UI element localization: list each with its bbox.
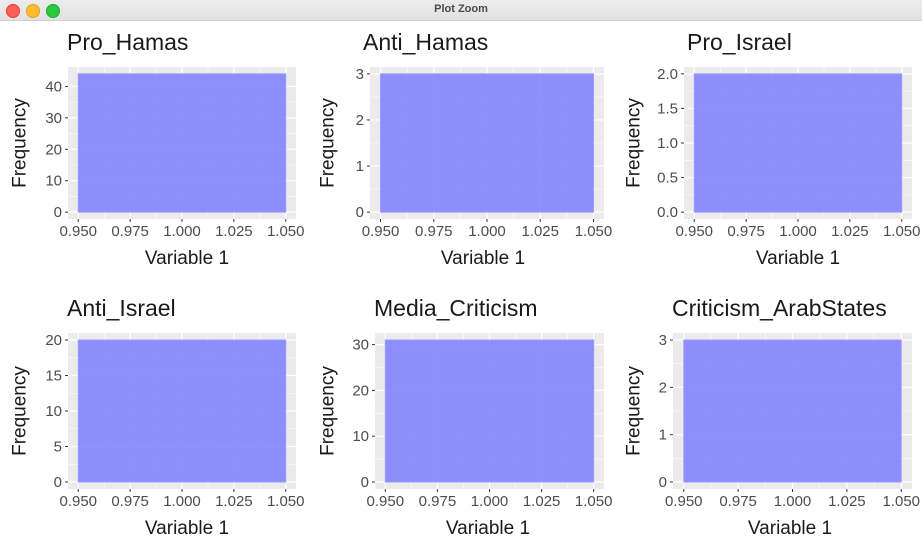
y-tick-label: 0	[54, 474, 62, 491]
x-tick-label: 1.000	[774, 493, 812, 510]
zoom-window-button[interactable]	[46, 4, 60, 18]
y-tick-label: 20	[45, 141, 62, 158]
facet-panel-3: 0.950 0.975 1.000 1.025 1.050 0.0 0.5 1.0 1.5 2.0…	[624, 29, 921, 269]
y-tick-label: 2	[356, 112, 364, 129]
x-tick-label: 0.975	[111, 223, 149, 240]
y-tick-label: 2	[659, 379, 667, 396]
x-tick-label: 0.950	[362, 223, 400, 240]
y-tick-label: 20	[45, 332, 62, 349]
panel-title: Criticism_ArabStates	[672, 295, 887, 321]
panel-title: Pro_Hamas	[67, 29, 188, 55]
x-tick-label: 0.950	[675, 223, 713, 240]
histogram-bar	[77, 339, 287, 483]
y-tick-label: 10	[45, 173, 62, 190]
x-tick-label: 0.975	[415, 223, 453, 240]
histogram-bar	[693, 73, 903, 213]
x-tick-label: 0.950	[367, 493, 405, 510]
x-axis-label: Variable 1	[446, 518, 530, 539]
panel-title: Anti_Hamas	[363, 29, 488, 55]
facet-panel-5: 0.950 0.975 1.000 1.025 1.050 0 10 20 30 Media_Cr…	[318, 295, 613, 539]
y-tick-label: 10	[352, 428, 369, 445]
y-tick-label: 1.5	[657, 100, 678, 117]
y-tick-label: 2.0	[657, 66, 678, 83]
y-tick-label: 30	[45, 110, 62, 127]
facet-panel-1: 0.950 0.975 1.000 1.025 1.050 0 10 20 30 40 Pro_Ha…	[10, 29, 305, 269]
minimize-window-button[interactable]	[26, 4, 40, 18]
facet-panel-2: 0.950 0.975 1.000 1.025 1.050 0 1 2 3 Anti_Hamas V…	[318, 29, 613, 269]
y-tick-label: 3	[659, 332, 667, 349]
x-axis-label: Variable 1	[748, 518, 832, 539]
y-axis-label: Frequency	[318, 98, 339, 188]
y-tick-label: 5	[54, 438, 62, 455]
x-tick-label: 0.975	[111, 493, 149, 510]
facet-panel-4: 0.950 0.975 1.000 1.025 1.050 0 5 10 15 20 Anti_Is…	[10, 295, 305, 539]
y-tick-label: 40	[45, 78, 62, 95]
x-tick-label: 0.975	[727, 223, 765, 240]
y-tick-label: 0.5	[657, 170, 678, 187]
y-axis-label: Frequency	[318, 366, 339, 456]
close-window-button[interactable]	[6, 4, 20, 18]
histogram-bar	[683, 339, 902, 483]
y-axis-label: Frequency	[624, 98, 645, 188]
y-tick-label: 0.0	[657, 204, 678, 221]
histogram-bar	[380, 73, 594, 213]
y-tick-label: 1	[356, 158, 364, 175]
x-axis-label: Variable 1	[145, 518, 229, 539]
x-tick-label: 0.975	[419, 493, 457, 510]
y-tick-label: 0	[356, 204, 364, 221]
y-tick-label: 1	[659, 427, 667, 444]
x-tick-label: 1.025	[521, 223, 559, 240]
panel-title: Anti_Israel	[67, 295, 176, 321]
x-tick-label: 0.950	[59, 493, 97, 510]
y-tick-label: 0	[54, 204, 62, 221]
y-tick-label: 0	[659, 474, 667, 491]
x-tick-label: 1.025	[831, 223, 869, 240]
x-tick-label: 1.050	[883, 223, 921, 240]
x-tick-label: 0.950	[665, 493, 703, 510]
x-tick-label: 1.000	[163, 493, 201, 510]
x-axis-label: Variable 1	[441, 248, 525, 269]
x-tick-label: 0.975	[719, 493, 757, 510]
window-title: Plot Zoom	[434, 3, 488, 15]
x-tick-label: 1.025	[215, 493, 253, 510]
y-axis-label: Frequency	[624, 366, 645, 456]
x-tick-label: 1.025	[828, 493, 866, 510]
y-tick-label: 3	[356, 66, 364, 83]
window-titlebar: Plot Zoom	[0, 0, 922, 21]
histogram-bar	[77, 73, 287, 213]
x-tick-label: 1.000	[471, 493, 509, 510]
plot-grid: 0.950 0.975 1.000 1.025 1.050010203040Pro_Ha…	[10, 29, 921, 539]
x-tick-label: 1.000	[163, 223, 201, 240]
panel-title: Media_Criticism	[374, 295, 538, 321]
y-tick-label: 30	[352, 337, 369, 354]
x-tick-label: 1.050	[882, 493, 920, 510]
x-axis-label: Variable 1	[756, 248, 840, 269]
x-tick-label: 0.950	[59, 223, 97, 240]
x-tick-label: 1.050	[267, 223, 305, 240]
y-tick-label: 10	[45, 403, 62, 420]
x-tick-label: 1.025	[523, 493, 561, 510]
y-axis-label: Frequency	[10, 366, 31, 456]
panel-title: Pro_Israel	[687, 29, 792, 55]
x-tick-label: 1.000	[468, 223, 506, 240]
y-tick-label: 20	[352, 382, 369, 399]
x-axis-label: Variable 1	[145, 248, 229, 269]
y-axis-label: Frequency	[10, 98, 31, 188]
y-tick-label: 0	[361, 474, 369, 491]
x-tick-label: 1.000	[779, 223, 817, 240]
x-tick-label: 1.050	[267, 493, 305, 510]
histogram-bar	[384, 339, 595, 483]
y-tick-label: 1.0	[657, 135, 678, 152]
facet-panel-6: 0.950 0.975 1.000 1.025 1.050 0 1 2 3 Criticism_A…	[624, 295, 921, 539]
x-tick-label: 1.025	[215, 223, 253, 240]
x-tick-label: 1.050	[575, 493, 613, 510]
y-tick-label: 15	[45, 368, 62, 385]
x-tick-label: 1.050	[575, 223, 613, 240]
